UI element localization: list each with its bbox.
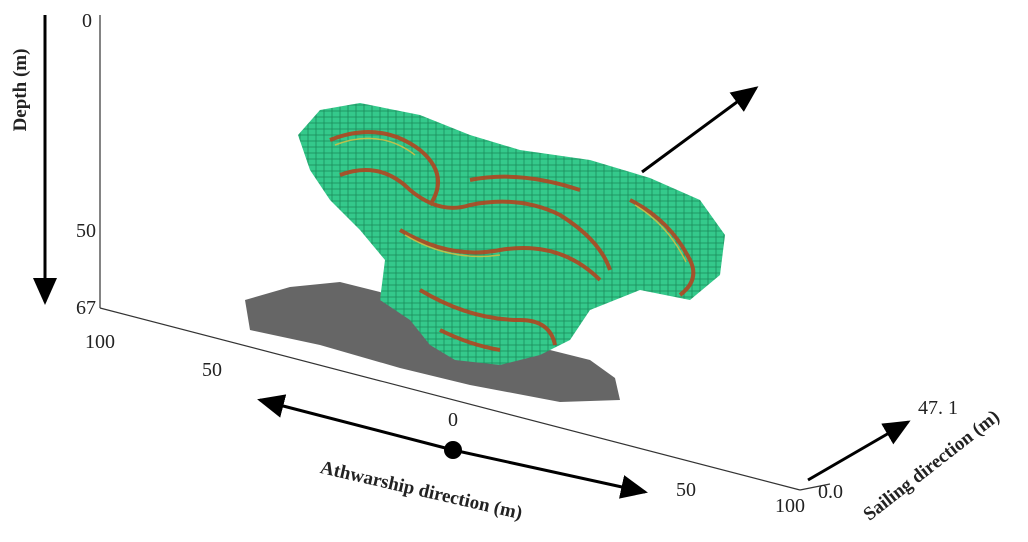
athwartship-arrow-right: [453, 450, 645, 492]
depth-label: Depth (m): [10, 49, 31, 132]
sailing-tick: 47. 1: [918, 397, 958, 419]
vessel-dot: [444, 441, 462, 459]
athwartship-label: Athwarship direction (m): [318, 457, 524, 524]
athwartship-tick: 50: [676, 479, 696, 501]
athwartship-arrow-left: [260, 400, 453, 450]
athwartship-tick: 50: [202, 359, 222, 381]
sailing-label: Sailing direction (m): [860, 406, 1004, 525]
depth-tick: 0: [82, 10, 92, 32]
swim-arrow: [642, 88, 756, 172]
depth-tick: 50: [76, 220, 96, 242]
sailing-arrow: [808, 422, 908, 480]
depth-tick: 67: [76, 297, 96, 319]
sailing-tick: 0.0: [818, 481, 843, 503]
figure: Depth (m) 0 50 67 100 50 0 50 100 Athwar…: [0, 0, 1028, 542]
athwartship-tick: 100: [775, 495, 805, 517]
athwartship-tick: 100: [85, 331, 115, 353]
athwartship-tick: 0: [448, 409, 458, 431]
